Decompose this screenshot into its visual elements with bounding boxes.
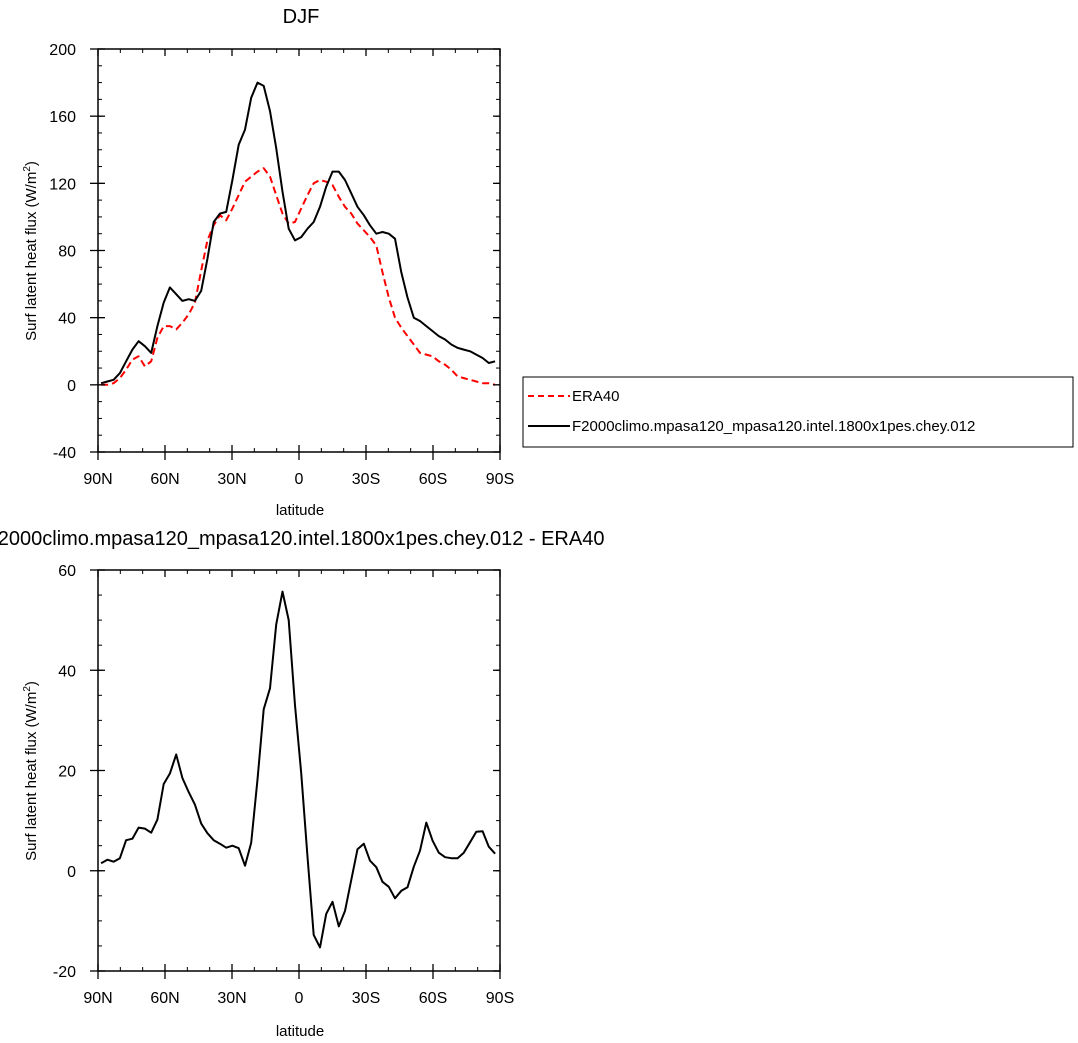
x-tick-label: 60S [419, 471, 447, 488]
x-tick-label: 30S [352, 990, 380, 1007]
series-line-1-0 [100, 590, 496, 949]
bottom-chart-title: F2000climo.mpasa120_mpasa120.intel.1800x… [0, 528, 604, 550]
x-tick-label: 0 [295, 990, 304, 1007]
y-tick-label: 160 [49, 109, 76, 126]
top-legend: ERA40 F2000climo.mpasa120_mpasa120.intel… [522, 376, 1074, 448]
top-plot-frame [97, 48, 501, 453]
x-tick-label: 90N [83, 471, 112, 488]
top-y-axis-label: Surf latent heat flux (W/m2) [22, 161, 40, 341]
top-panel: DJF 90N 60N 30N 0 30S 60S 90S 200 160 120 80 40 0 -40… [22, 6, 1074, 519]
y-tick-label: 20 [58, 764, 76, 781]
series-line-0-0 [101, 167, 496, 386]
x-tick-label: 90S [486, 471, 514, 488]
y-tick-label: -40 [53, 445, 76, 462]
x-tick-label: 0 [295, 471, 304, 488]
y-tick-label: -20 [53, 964, 76, 981]
y-tick-label: 80 [58, 244, 76, 261]
series-line-0-1 [100, 81, 496, 385]
x-tick-label: 60N [150, 990, 179, 1007]
top-chart-title: DJF [283, 6, 320, 28]
y-tick-label: 40 [58, 311, 76, 328]
bottom-panel: F2000climo.mpasa120_mpasa120.intel.1800x… [0, 528, 604, 1040]
top-x-axis-label: latitude [276, 502, 324, 519]
x-tick-label: 90N [83, 990, 112, 1007]
y-tick-label: 60 [58, 563, 76, 580]
y-tick-label: 0 [67, 864, 76, 881]
bottom-y-axis-label: Surf latent heat flux (W/m2) [22, 681, 40, 861]
y-tick-label: 200 [49, 42, 76, 59]
legend-model-label: F2000climo.mpasa120_mpasa120.intel.1800x… [572, 418, 975, 435]
legend-box [522, 376, 1074, 448]
x-tick-label: 90S [486, 990, 514, 1007]
x-tick-label: 30S [352, 471, 380, 488]
x-tick-label: 30N [217, 471, 246, 488]
y-tick-label: 120 [49, 176, 76, 193]
legend-era40-label: ERA40 [572, 388, 620, 405]
x-tick-label: 30N [217, 990, 246, 1007]
bottom-x-axis-label: latitude [276, 1023, 324, 1040]
y-tick-label: 40 [58, 663, 76, 680]
x-tick-label: 60N [150, 471, 179, 488]
bottom-plot-frame [97, 569, 501, 972]
y-tick-label: 0 [67, 378, 76, 395]
x-tick-label: 60S [419, 990, 447, 1007]
